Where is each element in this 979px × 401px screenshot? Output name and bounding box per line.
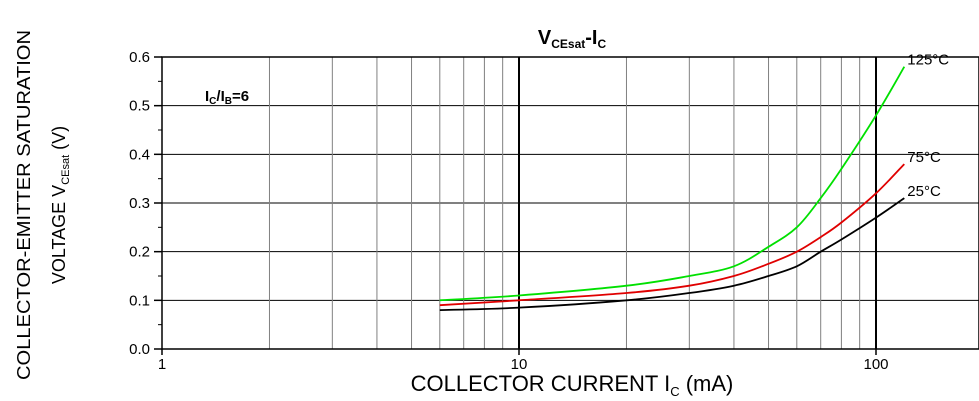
x-axis-label: COLLECTOR CURRENT IC (mA) [411, 371, 734, 399]
x-tick-label-0: 1 [158, 356, 166, 373]
y-axis-label-line2-group: VOLTAGE VCEsat (V) [49, 126, 72, 284]
series-label-0: 125°C [907, 52, 949, 69]
axis-ticks: 0.0 0.1 0.2 0.3 0.4 0.5 0.6 1 10 100 [129, 49, 888, 373]
series-labels: 125°C 75°C 25°C [907, 52, 949, 200]
series-label-1: 75°C [907, 149, 941, 166]
y-tick-label-4: 0.4 [129, 146, 150, 163]
y-axis-label-line2-sub: CEsat [60, 155, 72, 185]
x-axis-label-sub: C [670, 384, 679, 399]
chart-title-sub2: C [597, 37, 606, 51]
x-axis-label-unit: (mA) [680, 371, 734, 396]
series-line-1 [439, 163, 905, 307]
y-axis-label-line2-unit: (V) [49, 126, 69, 155]
series-line-0 [439, 66, 906, 302]
y-axis-label-line1: COLLECTOR-EMITTER SATURATION [14, 30, 34, 380]
ratio-annotation-main: I [205, 88, 209, 105]
y-tick-label-1: 0.1 [129, 292, 150, 309]
chart-title-dash: -I [585, 27, 597, 49]
y-axis-label-line2: VOLTAGE VCEsat (V) [49, 126, 72, 284]
x-tick-label-2: 100 [863, 356, 888, 373]
chart-title-sub: CEsat [551, 37, 585, 51]
y-tick-label-3: 0.3 [129, 195, 150, 212]
y-tick-label-6: 0.6 [129, 49, 150, 66]
ratio-annotation-rest: =6 [232, 88, 249, 105]
ratio-annotation-slash: /I [216, 88, 224, 105]
y-tick-label-0: 0.0 [129, 341, 150, 358]
chart-title: VCEsat-IC [538, 27, 607, 51]
y-axis-label-line1-group: COLLECTOR-EMITTER SATURATION [14, 30, 34, 380]
ratio-annotation: IC/IB=6 [205, 88, 249, 107]
y-axis-label-line2-main: VOLTAGE V [49, 185, 69, 284]
series-label-2: 25°C [907, 183, 941, 200]
series-line-2 [439, 197, 905, 311]
y-tick-label-5: 0.5 [129, 98, 150, 115]
ratio-annotation-sub1: C [209, 96, 216, 107]
series-lines [439, 66, 906, 311]
chart-title-main: V [538, 27, 552, 49]
ratio-annotation-sub2: B [225, 96, 232, 107]
x-axis-label-main: COLLECTOR CURRENT I [411, 371, 671, 396]
x-tick-label-1: 10 [511, 356, 528, 373]
y-tick-label-2: 0.2 [129, 244, 150, 261]
